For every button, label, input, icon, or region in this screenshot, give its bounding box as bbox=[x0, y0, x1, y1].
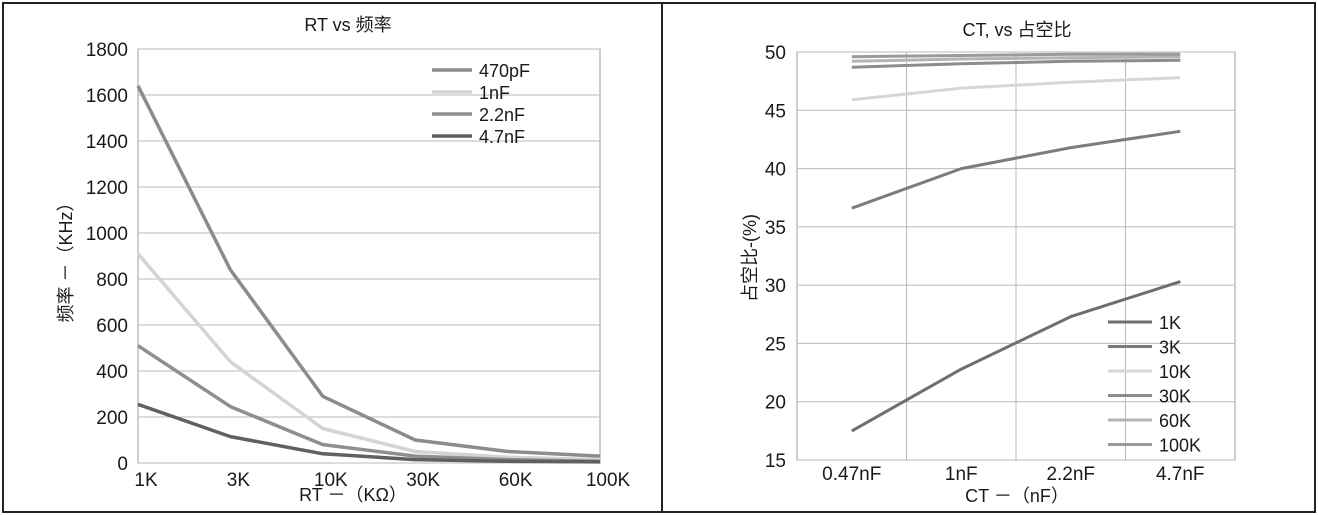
chart1-series bbox=[136, 85, 601, 464]
chart2-title: CT, vs 占空比 bbox=[962, 20, 1071, 40]
chart2-y-ticks: 15 20 25 30 35 40 45 50 bbox=[765, 43, 786, 472]
chart1-x-tick-label: 60K bbox=[499, 470, 533, 491]
chart1-y-tick-label: 1400 bbox=[86, 132, 128, 153]
chart2-legend-label: 60K bbox=[1159, 411, 1191, 431]
chart2-legend-label: 10K bbox=[1159, 362, 1191, 382]
chart2-series-line bbox=[851, 76, 1181, 102]
chart2-legend: 1K 3K 10K 30K 60K 100K bbox=[1108, 313, 1201, 456]
chart-rt-vs-frequency: 0 200 400 600 800 1000 1200 1400 1600 1800 1K 3K 10… bbox=[56, 15, 631, 505]
chart1-x-tick-label: 30K bbox=[406, 470, 440, 491]
chart1-y-tick-label: 1800 bbox=[86, 40, 128, 61]
chart1-legend-label: 1nF bbox=[479, 83, 510, 103]
chart1-y-tick-label: 1000 bbox=[86, 224, 128, 245]
chart2-series-line bbox=[851, 280, 1181, 433]
chart1-series-line bbox=[136, 252, 601, 462]
chart1-series-line bbox=[136, 85, 601, 458]
chart2-series-line bbox=[851, 129, 1181, 210]
chart2-y-tick-label: 20 bbox=[765, 393, 786, 414]
chart1-y-tick-label: 200 bbox=[96, 408, 128, 429]
chart2-y-tick-label: 30 bbox=[765, 276, 786, 297]
chart2-gridlines bbox=[797, 51, 1235, 461]
chart2-y-axis-label: 占空比-(%) bbox=[740, 214, 760, 302]
chart-ct-vs-duty-cycle: 15 20 25 30 35 40 45 50 0.47nF 1nF 2.2nF 4.7nF 1K 3… bbox=[740, 20, 1236, 506]
chart1-legend-label: 4.7nF bbox=[479, 127, 525, 147]
chart2-series bbox=[851, 52, 1181, 433]
chart1-y-tick-label: 1600 bbox=[86, 86, 128, 107]
chart2-legend-label: 1K bbox=[1159, 313, 1181, 333]
chart2-x-tick-label: 0.47nF bbox=[822, 464, 881, 485]
chart2-y-tick-label: 50 bbox=[765, 43, 786, 64]
chart1-x-tick-label: 3K bbox=[227, 470, 251, 491]
chart2-y-tick-label: 40 bbox=[765, 160, 786, 181]
chart1-y-tick-label: 1200 bbox=[86, 178, 128, 199]
chart1-gridlines bbox=[138, 48, 600, 464]
chart1-x-axis-label: RT －（KΩ） bbox=[299, 485, 407, 505]
chart2-y-tick-label: 45 bbox=[765, 101, 786, 122]
chart2-legend-label: 100K bbox=[1159, 436, 1201, 456]
chart1-series-line bbox=[137, 402, 601, 464]
chart2-series-line bbox=[851, 55, 1181, 63]
chart1-title: RT vs 频率 bbox=[304, 15, 391, 35]
chart2-x-tick-label: 2.2nF bbox=[1046, 464, 1095, 485]
chart2-legend-label: 30K bbox=[1159, 387, 1191, 407]
chart2-x-axis-label: CT －（nF） bbox=[965, 486, 1069, 506]
chart2-series-line bbox=[851, 58, 1181, 69]
chart1-y-tick-label: 0 bbox=[117, 454, 128, 475]
chart1-y-tick-label: 800 bbox=[96, 270, 128, 291]
chart2-y-tick-label: 35 bbox=[765, 218, 786, 239]
chart1-x-tick-label: 1K bbox=[134, 470, 158, 491]
chart2-legend-label: 3K bbox=[1159, 338, 1181, 358]
chart2-series-line bbox=[851, 52, 1181, 59]
chart1-y-axis-label: 频率 －（KHz） bbox=[56, 193, 76, 322]
chart2-x-tick-label: 4.7nF bbox=[1156, 464, 1205, 485]
chart1-y-ticks: 0 200 400 600 800 1000 1200 1400 1600 1800 bbox=[86, 40, 128, 475]
chart1-y-tick-label: 600 bbox=[96, 316, 128, 337]
chart1-legend-label: 470pF bbox=[479, 61, 530, 81]
chart2-y-tick-label: 15 bbox=[765, 451, 786, 472]
chart1-legend-label: 2.2nF bbox=[479, 105, 525, 125]
chart1-x-tick-label: 10K bbox=[314, 470, 348, 491]
chart1-y-tick-label: 400 bbox=[96, 362, 128, 383]
chart1-x-tick-label: 100K bbox=[586, 470, 631, 491]
chart2-x-ticks: 0.47nF 1nF 2.2nF 4.7nF bbox=[822, 464, 1204, 485]
chart1-x-ticks: 1K 3K 10K 30K 60K 100K bbox=[134, 470, 630, 491]
chart2-x-tick-label: 1nF bbox=[945, 464, 978, 485]
chart2-y-tick-label: 25 bbox=[765, 334, 786, 355]
